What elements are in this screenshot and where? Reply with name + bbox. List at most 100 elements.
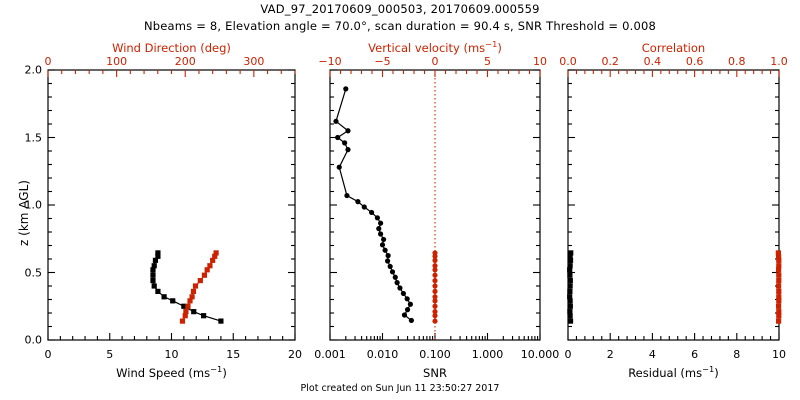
data-point: [204, 267, 210, 273]
data-point: [432, 267, 438, 273]
data-point: [432, 278, 438, 284]
data-point: [432, 257, 438, 263]
data-point: [201, 313, 207, 319]
panel-wind-top-ticklabel: 100: [106, 55, 128, 68]
data-point: [775, 283, 782, 289]
data-point: [776, 298, 782, 304]
data-point: [392, 274, 398, 280]
data-point: [210, 257, 216, 263]
data-point: [181, 303, 187, 309]
panel-residual-bottom-ticklabel: 2: [606, 348, 614, 361]
panel-snr-bottom-ticklabel: 0.100: [419, 348, 451, 361]
y-axis-ticklabel: 0.5: [24, 266, 43, 279]
data-point: [432, 250, 438, 256]
data-point: [151, 283, 157, 289]
data-point: [567, 313, 573, 319]
data-point: [170, 298, 176, 304]
data-point: [432, 288, 438, 294]
data-point: [155, 288, 161, 294]
panel-residual: [567, 69, 782, 341]
data-point: [404, 307, 411, 313]
data-point: [775, 253, 782, 259]
data-point: [567, 263, 573, 269]
data-point: [187, 298, 193, 304]
data-point: [345, 128, 351, 134]
data-point: [567, 288, 573, 294]
y-axis-ticklabel: 0.0: [24, 333, 43, 347]
panel-snr-top-ticklabel: −5: [374, 55, 391, 68]
panel-residual-bottom-ticklabel: 4: [648, 348, 656, 361]
data-point: [567, 318, 574, 324]
data-point: [345, 147, 351, 153]
data-point: [185, 303, 191, 309]
data-point: [432, 318, 438, 324]
data-point: [207, 263, 213, 269]
panel-snr-bottom-ticklabel: 10.000: [520, 348, 560, 361]
data-point: [382, 247, 388, 253]
series-correlation: [775, 250, 782, 324]
data-point: [191, 309, 197, 315]
data-point: [197, 278, 203, 284]
data-point: [567, 257, 574, 263]
panel-wind-bottom-ticklabel: 15: [226, 348, 241, 361]
data-point: [776, 263, 782, 269]
data-point: [776, 294, 782, 300]
data-point: [408, 317, 414, 324]
data-point: [432, 283, 438, 289]
data-point: [397, 285, 403, 291]
plot-created-timestamp: Plot created on Sun Jun 11 23:50:27 2017: [300, 383, 500, 394]
panel-snr-top-ticklabel: 10: [533, 55, 547, 68]
data-point: [190, 288, 197, 294]
series-snr: [333, 86, 414, 324]
panel-snr-bottom-ticklabel: 0.001: [314, 348, 346, 361]
panel-snr-top-ticklabel: 0: [431, 55, 439, 68]
panel-snr-top-ticklabel: 5: [484, 55, 491, 68]
data-point: [775, 250, 781, 256]
data-point: [381, 236, 387, 243]
data-point: [182, 313, 188, 319]
y-axis-ticklabel: 2.0: [24, 63, 43, 77]
data-point: [407, 301, 413, 307]
data-point: [376, 226, 382, 232]
data-point: [333, 118, 339, 124]
data-point: [385, 253, 391, 259]
data-point: [150, 278, 156, 284]
panel-wind-bottom-ticklabel: 0: [44, 348, 52, 361]
data-point: [152, 257, 159, 263]
data-point: [150, 267, 156, 273]
panel-residual-top-ticklabel: 0.8: [728, 55, 746, 68]
data-point: [343, 86, 349, 92]
data-point: [387, 263, 393, 270]
data-point: [400, 290, 406, 297]
data-point: [378, 220, 384, 226]
data-point: [212, 253, 218, 259]
panel-wind-bottom-ticklabel: 5: [106, 348, 114, 361]
data-point: [155, 250, 161, 256]
panel-residual-top-ticklabel: 1.0: [770, 55, 788, 68]
data-point: [213, 250, 219, 256]
panel-snr-top-ticklabel: −10: [318, 55, 342, 68]
data-point: [567, 303, 573, 309]
data-point: [378, 231, 384, 237]
data-point: [567, 278, 573, 284]
panel-snr-x-axis-title: SNR: [423, 366, 447, 380]
data-point: [776, 313, 782, 319]
panel-residual-top-ticklabel: 0.6: [685, 55, 704, 68]
figure-subtitle: Nbeams = 8, Elevation angle = 70.0°, sca…: [143, 19, 657, 33]
panel-wind-top-ticklabel: 200: [174, 55, 196, 68]
panel-residual-top-ticklabel: 0.0: [559, 55, 577, 68]
data-point: [379, 242, 386, 248]
data-point: [189, 294, 195, 300]
data-point: [342, 140, 348, 146]
data-point: [179, 318, 186, 324]
data-point: [384, 258, 391, 264]
data-point: [567, 283, 573, 289]
panel-residual-bottom-ticklabel: 8: [733, 348, 741, 361]
data-point: [567, 298, 573, 304]
data-point: [567, 267, 573, 273]
data-point: [568, 250, 574, 256]
y-axis-label: z (km AGL): [17, 180, 31, 246]
data-point: [775, 318, 782, 324]
data-point: [432, 303, 438, 309]
